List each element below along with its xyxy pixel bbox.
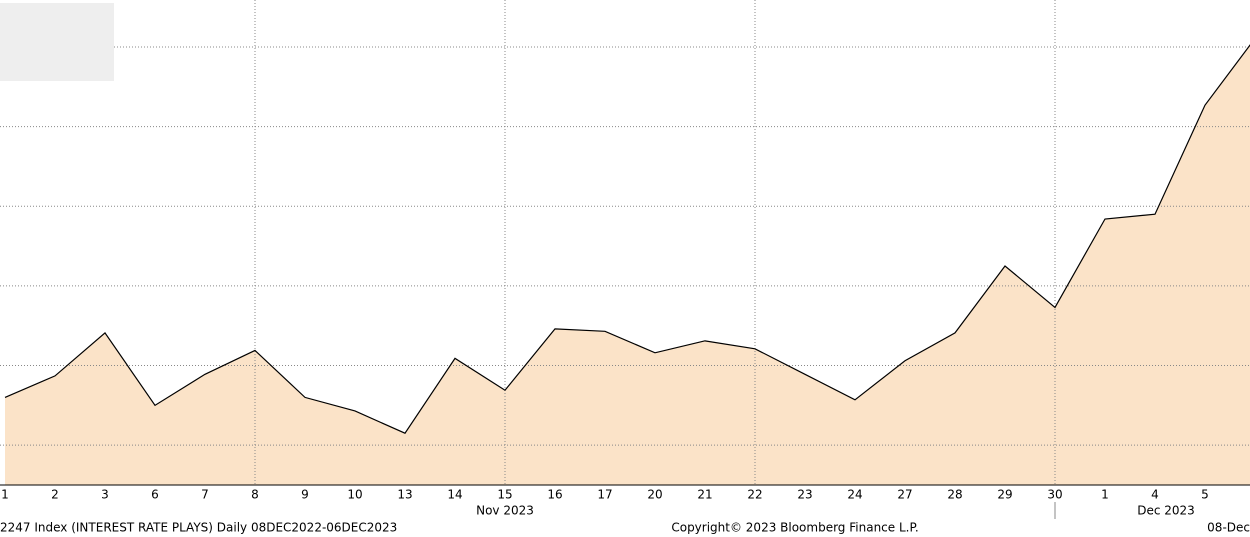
x-tick-label: 3	[101, 488, 109, 502]
x-tick-label: 6	[151, 488, 159, 502]
month-label: Nov 2023	[476, 504, 534, 518]
x-tick-label: 10	[347, 488, 362, 502]
plot: 1 2 3 6 7 8 9 10 13 14 15 16 17 20 21 22 23 24 27 28 29 30 1 4 5…	[0, 0, 1250, 502]
x-tick-label: 13	[397, 488, 412, 502]
x-tick-label: 30	[1047, 488, 1062, 502]
x-tick-label: 15	[497, 488, 512, 502]
x-tick-label: 4	[1151, 488, 1159, 502]
x-tick-label: 16	[547, 488, 562, 502]
x-tick-label: 1	[1, 488, 9, 502]
x-tick-label: 5	[1201, 488, 1209, 502]
legend-box	[0, 3, 114, 81]
x-tick-label: 9	[301, 488, 309, 502]
x-tick-label: 2	[51, 488, 59, 502]
x-tick-label: 28	[947, 488, 962, 502]
x-tick-label: 8	[251, 488, 259, 502]
area-line	[4, 44, 1250, 434]
footer-right: 08-Dec	[1207, 521, 1250, 535]
x-tick-label: 20	[647, 488, 662, 502]
x-tick-label: 23	[797, 488, 812, 502]
month-label: Dec 2023	[1137, 504, 1195, 518]
x-tick-label: 17	[597, 488, 612, 502]
x-tick-label: 27	[897, 488, 912, 502]
x-tick-label: 1	[1101, 488, 1109, 502]
x-tick-label: 7	[201, 488, 209, 502]
area-fill	[5, 45, 1250, 485]
footer-center: Copyright© 2023 Bloomberg Finance L.P.	[671, 521, 918, 535]
x-tick-label: 14	[447, 488, 462, 502]
x-tick-label: 29	[997, 488, 1012, 502]
x-tick-label: 21	[697, 488, 712, 502]
footer-left: 2247 Index (INTEREST RATE PLAYS) Daily 0…	[0, 521, 397, 535]
x-tick-label: 22	[747, 488, 762, 502]
x-tick-label: 24	[847, 488, 862, 502]
